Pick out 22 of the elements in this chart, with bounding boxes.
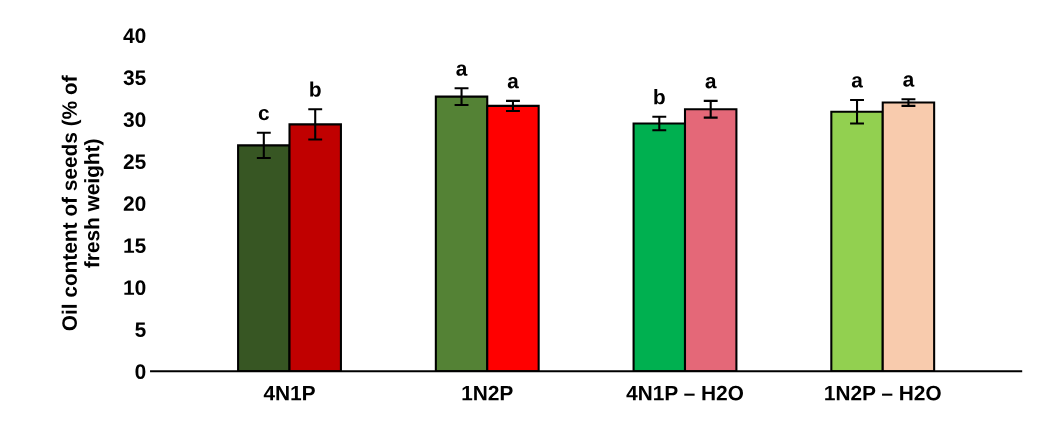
y-tick-label: 35 bbox=[123, 70, 146, 86]
data-label: a bbox=[903, 75, 915, 87]
data-label: a bbox=[507, 77, 519, 89]
y-tick-label: 30 bbox=[123, 112, 146, 128]
y-tick-label: 20 bbox=[123, 196, 146, 212]
x-tick-label: 1N2P – H2O bbox=[825, 385, 941, 401]
x-tick-label: 4N1P bbox=[263, 385, 315, 401]
y-tick-label: 15 bbox=[124, 238, 146, 254]
x-tick-label: 4N1P – H2O bbox=[626, 385, 743, 401]
y-tick-label: 5 bbox=[135, 322, 146, 338]
x-tick-label: 1N2P bbox=[462, 385, 513, 401]
data-label: a bbox=[705, 77, 717, 89]
y-tick-label: 10 bbox=[124, 280, 146, 296]
data-label: a bbox=[851, 76, 863, 88]
y-axis-title: Oil content of seeds (% of fresh weight) bbox=[61, 75, 104, 331]
y-tick-label: 25 bbox=[123, 154, 146, 170]
data-label: a bbox=[456, 64, 468, 76]
data-label: b bbox=[310, 81, 321, 97]
y-tick-label: 40 bbox=[123, 28, 146, 44]
data-label: c bbox=[258, 108, 269, 121]
data-label: b bbox=[654, 89, 665, 105]
y-tick-label: 0 bbox=[135, 364, 146, 380]
